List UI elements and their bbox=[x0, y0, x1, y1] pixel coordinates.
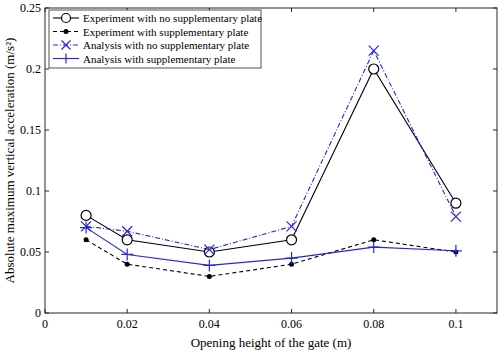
x-tick-label: 0.02 bbox=[117, 317, 138, 331]
series-line bbox=[86, 240, 456, 277]
x-tick-label: 0 bbox=[42, 317, 48, 331]
x-tick-top bbox=[291, 8, 292, 12]
marker bbox=[368, 241, 380, 253]
plot-area bbox=[80, 46, 462, 279]
marker bbox=[204, 245, 214, 255]
marker bbox=[286, 252, 298, 264]
y-tick-label: 0.1 bbox=[26, 184, 41, 198]
marker bbox=[122, 226, 132, 236]
marker bbox=[369, 64, 379, 74]
y-tick-label: 0.15 bbox=[20, 123, 41, 137]
y-tick-right bbox=[493, 69, 497, 70]
x-tick-top bbox=[373, 8, 374, 12]
y-tick-label: 0 bbox=[35, 306, 41, 320]
y-tick-right bbox=[493, 130, 497, 131]
plot-frame bbox=[45, 8, 497, 313]
marker bbox=[451, 198, 461, 208]
x-tick bbox=[291, 309, 292, 313]
y-axis-label: Absolute maximum vertical acceleration (… bbox=[2, 38, 17, 284]
legend-marker bbox=[62, 14, 71, 23]
marker bbox=[207, 274, 212, 279]
plot-background bbox=[45, 8, 497, 313]
legend-label: Experiment with no supplementary plate bbox=[83, 12, 262, 24]
marker bbox=[122, 235, 132, 245]
y-tick-label: 0.2 bbox=[26, 62, 41, 76]
marker bbox=[203, 259, 215, 271]
y-tick-right bbox=[493, 252, 497, 253]
y-tick-label: 0.05 bbox=[20, 245, 41, 259]
legend-marker bbox=[64, 29, 69, 34]
marker bbox=[287, 221, 297, 231]
marker bbox=[287, 235, 297, 245]
legend: Experiment with no supplementary plate Ex… bbox=[49, 10, 262, 68]
x-axis-label: Opening height of the gate (m) bbox=[191, 335, 352, 350]
y-tick bbox=[45, 69, 49, 70]
marker bbox=[451, 212, 461, 222]
x-tick bbox=[209, 309, 210, 313]
legend-marker bbox=[61, 54, 71, 64]
marker bbox=[84, 237, 89, 242]
x-tick bbox=[455, 309, 456, 313]
x-tick-label: 0.1 bbox=[448, 317, 463, 331]
y-tick bbox=[45, 252, 49, 253]
series-line bbox=[86, 228, 456, 266]
marker bbox=[369, 46, 379, 56]
series-line bbox=[86, 69, 456, 252]
legend-label: Analysis with supplementary plate bbox=[83, 53, 236, 65]
x-tick-label: 0.08 bbox=[363, 317, 384, 331]
x-tick bbox=[373, 309, 374, 313]
x-tick-top bbox=[455, 8, 456, 12]
y-tick bbox=[45, 191, 49, 192]
marker bbox=[81, 210, 91, 220]
marker bbox=[125, 262, 130, 267]
legend-label: Experiment with supplementary plate bbox=[83, 26, 248, 38]
x-tick-label: 0.04 bbox=[199, 317, 220, 331]
x-tick-label: 0.06 bbox=[281, 317, 302, 331]
marker bbox=[450, 245, 462, 257]
marker bbox=[80, 222, 92, 234]
x-tick bbox=[127, 309, 128, 313]
marker bbox=[121, 248, 133, 260]
legend-label: Analysis with no supplementary plate bbox=[83, 39, 249, 51]
series-line bbox=[86, 51, 456, 250]
legend-marker bbox=[62, 41, 71, 50]
chart: 0 0.02 0.04 0.06 0.08 0.1 0 0.05 0.1 0.15 0.2 0.25 O… bbox=[0, 0, 500, 353]
y-tick-label: 0.25 bbox=[20, 1, 41, 15]
y-tick-right bbox=[493, 191, 497, 192]
y-tick bbox=[45, 130, 49, 131]
